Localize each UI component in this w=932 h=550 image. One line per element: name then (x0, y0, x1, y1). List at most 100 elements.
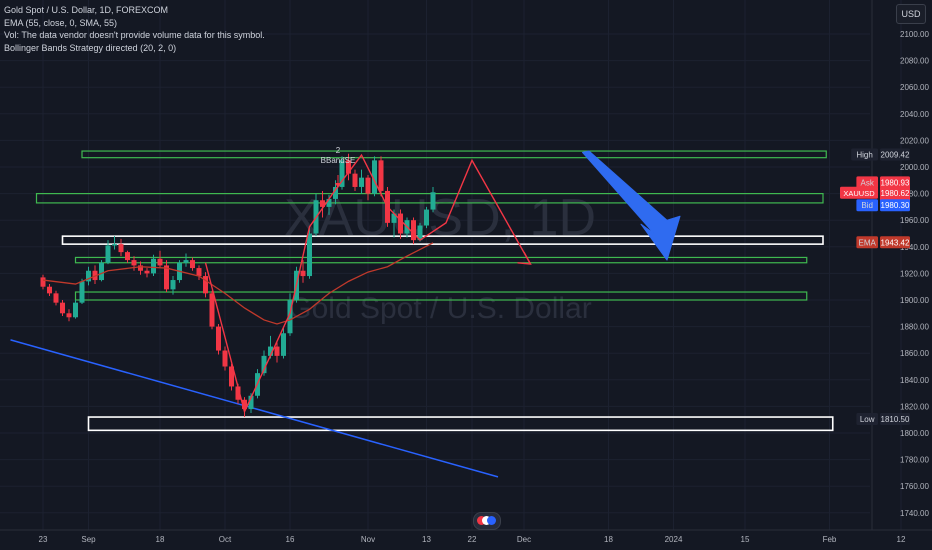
bid-badge-value-bg (880, 199, 910, 212)
y-tick-label: 2100.00 (900, 30, 929, 39)
y-tick-label: 1860.00 (900, 349, 929, 358)
high-badge-label-bg (851, 148, 878, 161)
bid-badge-label: Bid (861, 201, 873, 210)
legend-symbol[interactable]: Gold Spot / U.S. Dollar, 1D, FOREXCOM (4, 5, 169, 15)
candle-body (203, 276, 208, 294)
legend: Gold Spot / U.S. Dollar, 1D, FOREXCOM EM… (4, 4, 265, 54)
x-tick-label: 13 (422, 535, 431, 544)
pattern-polyline (204, 153, 532, 414)
watermark-ticker: XAUUSD, 1D (284, 189, 596, 247)
tradingview-logo-icon[interactable] (473, 512, 501, 530)
price-zone (87, 416, 834, 432)
time-axis[interactable]: 23 Sep 18 Oct 16 Nov 13 22 Dec 18 2024 15 Feb 12 (0, 529, 932, 544)
x-tick-label: 16 (286, 535, 295, 544)
legend-ema[interactable]: EMA (55, close, 0, SMA, 55) (4, 17, 118, 28)
signal-arrowhead (335, 183, 341, 188)
candle-body (112, 244, 117, 246)
candle-body (170, 280, 176, 290)
y-tick-label: 1980.00 (900, 190, 929, 199)
candle-body (209, 293, 215, 327)
legend-strategy[interactable]: Bollinger Bands Strategy directed (20, 2… (4, 42, 177, 53)
y-tick-label: 2000.00 (900, 163, 929, 172)
candle-body (105, 245, 111, 263)
candle-body (411, 220, 416, 241)
candle-body (118, 244, 124, 253)
low-badge-value: 1810.50 (881, 415, 910, 424)
candle-body (60, 302, 65, 314)
x-tick-label: Nov (361, 535, 375, 544)
x-tick-label: 23 (39, 535, 48, 544)
pattern-drawing (204, 153, 532, 414)
candle-body (339, 160, 345, 187)
signal-count: 2 (336, 146, 341, 155)
candle-body (242, 399, 247, 410)
y-tick-label: 1960.00 (900, 216, 929, 225)
ask-badge-label: Ask (861, 178, 875, 187)
candle-body (86, 270, 91, 282)
low-badge-value-bg (880, 413, 910, 426)
y-tick-label: 2020.00 (900, 136, 929, 145)
x-tick-label: 22 (468, 535, 477, 544)
candle-body (281, 333, 286, 356)
high-badge-value-bg (880, 148, 910, 161)
ema-polyline (42, 242, 434, 325)
last-price-value: 1980.62 (881, 189, 910, 198)
y-tick-label: 1880.00 (900, 323, 929, 332)
candle-body (424, 209, 429, 226)
pattern-arrowhead (517, 251, 532, 265)
ema-badge-value: 1943.42 (881, 238, 910, 247)
x-tick-label: Feb (823, 535, 837, 544)
x-tick-label: Sep (81, 535, 96, 544)
candle-body (398, 213, 403, 234)
y-tick-label: 1760.00 (900, 482, 929, 491)
y-tick-label: 1900.00 (900, 296, 929, 305)
x-tick-label: Dec (517, 535, 531, 544)
candle-body (229, 366, 234, 387)
legend-vol[interactable]: Vol: The data vendor doesn't provide vol… (4, 30, 265, 40)
forecast-arrow (582, 150, 681, 261)
x-tick-label: 18 (604, 535, 613, 544)
candle-body (417, 225, 423, 241)
price-zones (35, 150, 834, 432)
low-badge-label-bg (856, 413, 878, 426)
trendline-segment (10, 339, 499, 478)
y-tick-label: 2080.00 (900, 57, 929, 66)
candle-body (333, 186, 338, 199)
price-axis[interactable]: 2100.00 2080.00 2060.00 2040.00 2020.00 2000.… (871, 0, 929, 530)
candle-body (391, 213, 397, 223)
candle-body (131, 260, 137, 266)
symbol-badge: XAUUSD (843, 189, 875, 198)
candle-body (261, 355, 267, 374)
candle-body (216, 326, 221, 351)
candle-body (235, 386, 241, 400)
ask-badge-label-bg (856, 176, 878, 189)
candle-body (248, 395, 254, 410)
candle-body (359, 177, 364, 187)
ask-badge-value-bg (880, 176, 910, 189)
candle-body (307, 233, 312, 277)
currency-button[interactable]: USD (896, 4, 926, 24)
y-tick-label: 1940.00 (900, 243, 929, 252)
y-tick-label: 2060.00 (900, 83, 929, 92)
candle-body (287, 300, 293, 334)
candle-body (268, 346, 273, 356)
y-tick-label: 2040.00 (900, 110, 929, 119)
x-tick-label: 12 (897, 535, 906, 544)
bid-badge-label-bg (856, 199, 878, 212)
y-tick-label: 1840.00 (900, 376, 929, 385)
low-badge-label: Low (860, 415, 875, 424)
candle-body (138, 265, 143, 271)
price-zone (35, 193, 824, 204)
candle-body (274, 346, 280, 356)
y-tick-label: 1780.00 (900, 456, 929, 465)
candle-body (151, 258, 156, 274)
candle-body (196, 268, 202, 277)
ask-badge-value: 1980.93 (881, 178, 910, 187)
signal-marker: 2 BBandSE (321, 146, 355, 188)
candle-body (79, 281, 85, 303)
candle-body (144, 270, 150, 274)
forecast-arrow-shape (582, 150, 681, 261)
x-tick-label: 2024 (665, 535, 683, 544)
